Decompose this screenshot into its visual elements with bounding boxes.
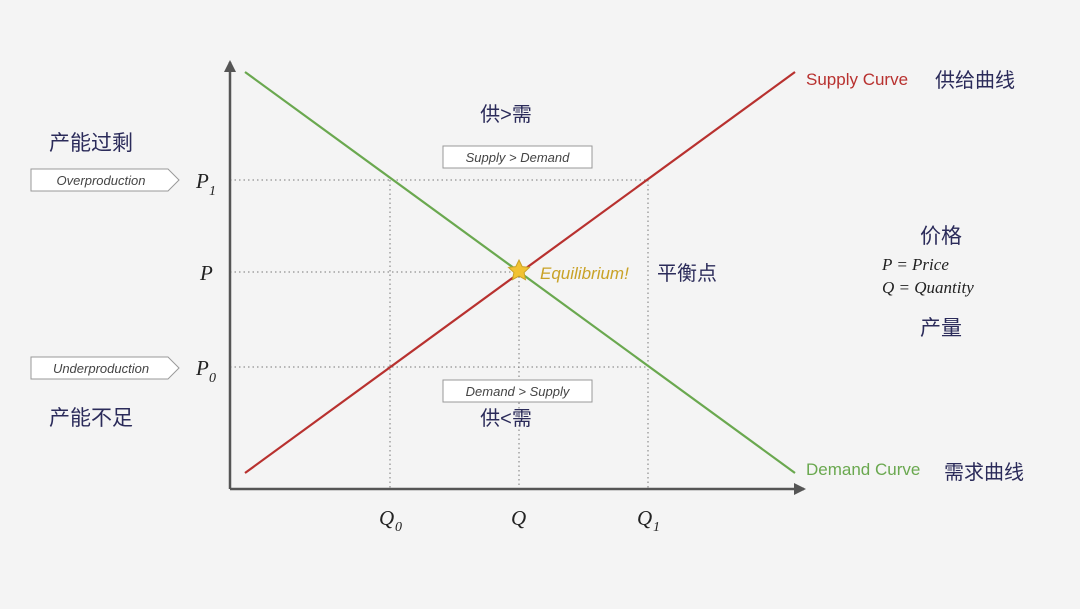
equilibrium-label-cn: 平衡点 [657, 262, 717, 285]
supply-curve-label-cn: 供给曲线 [935, 69, 1015, 92]
legend-price-def: P = Price [881, 255, 949, 274]
q1-sub: 1 [653, 520, 660, 535]
demand-curve-label-cn: 需求曲线 [944, 461, 1024, 484]
surplus-tag-text: Supply > Demand [466, 150, 570, 165]
p-label: P [199, 261, 213, 285]
demand-curve-label: Demand Curve [806, 460, 920, 479]
surplus-label-cn: 供>需 [480, 103, 532, 126]
supply-curve-label: Supply Curve [806, 70, 908, 89]
shortage-label-cn: 供<需 [480, 407, 532, 430]
p0-main: P [195, 356, 209, 380]
underproduction-label-cn: 产能不足 [49, 407, 133, 430]
underproduction-tag-text: Underproduction [53, 361, 149, 376]
p0-sub: 0 [209, 371, 216, 386]
p1-label: P 1 [195, 169, 216, 199]
legend-price-cn: 价格 [920, 225, 962, 248]
q1-label: Q 1 [637, 506, 660, 535]
overproduction-tag-text: Overproduction [57, 173, 146, 188]
p0-label: P 0 [195, 356, 216, 386]
shortage-tag: Demand > Supply [442, 379, 593, 403]
q0-main: Q [379, 506, 394, 530]
q1-main: Q [637, 506, 652, 530]
shortage-tag-text: Demand > Supply [466, 384, 571, 399]
legend-quantity-def: Q = Quantity [882, 278, 974, 297]
p1-sub: 1 [209, 184, 216, 199]
guide-lines [230, 179, 649, 489]
surplus-tag: Supply > Demand [442, 145, 593, 169]
overproduction-tag: Overproduction [30, 168, 180, 192]
q0-label: Q 0 [379, 506, 402, 535]
q0-sub: 0 [395, 520, 402, 535]
overproduction-label-cn: 产能过剩 [49, 132, 133, 155]
q-label: Q [511, 506, 526, 530]
p1-main: P [195, 169, 209, 193]
equilibrium-label: Equilibrium! [540, 264, 629, 283]
legend-quantity-cn: 产量 [920, 317, 962, 340]
equilibrium-star-icon [507, 258, 531, 281]
underproduction-tag: Underproduction [30, 356, 180, 380]
